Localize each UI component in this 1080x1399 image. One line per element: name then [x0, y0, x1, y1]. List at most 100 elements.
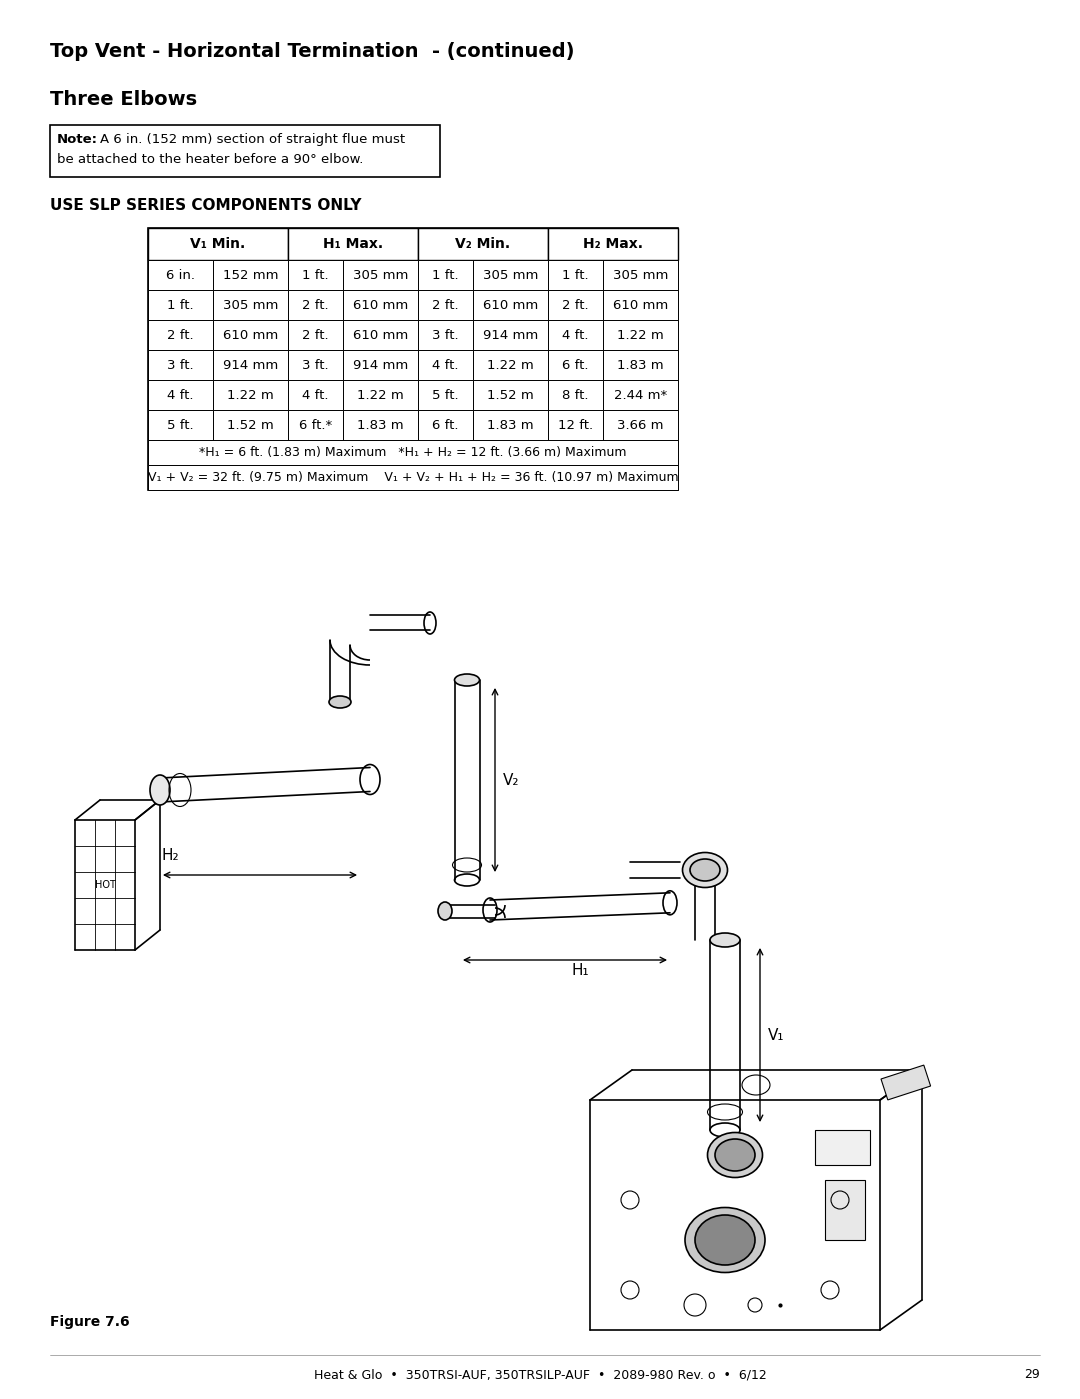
- Text: 1 ft.: 1 ft.: [563, 269, 589, 281]
- Text: 914 mm: 914 mm: [353, 358, 408, 372]
- Text: 5 ft.: 5 ft.: [432, 389, 459, 402]
- Text: A 6 in. (152 mm) section of straight flue must: A 6 in. (152 mm) section of straight flu…: [100, 133, 405, 145]
- Text: 1.22 m: 1.22 m: [487, 358, 534, 372]
- Text: 1 ft.: 1 ft.: [432, 269, 459, 281]
- Ellipse shape: [150, 775, 170, 804]
- Ellipse shape: [707, 1133, 762, 1178]
- Bar: [343, 410, 418, 441]
- Text: V₁ Min.: V₁ Min.: [190, 236, 245, 250]
- Text: 3 ft.: 3 ft.: [432, 329, 459, 341]
- Text: 914 mm: 914 mm: [222, 358, 279, 372]
- Text: 6 ft.*: 6 ft.*: [299, 418, 333, 431]
- Ellipse shape: [696, 1214, 755, 1265]
- Text: 12 ft.: 12 ft.: [558, 418, 593, 431]
- Text: H₁: H₁: [571, 963, 589, 978]
- Bar: [288, 320, 343, 350]
- Text: 305 mm: 305 mm: [222, 298, 279, 312]
- Text: Heat & Glo  •  350TRSI-AUF, 350TRSILP-AUF  •  2089-980 Rev. o  •  6/12: Heat & Glo • 350TRSI-AUF, 350TRSILP-AUF …: [313, 1368, 767, 1381]
- Bar: [343, 320, 418, 350]
- Text: 1.22 m: 1.22 m: [227, 389, 274, 402]
- Text: 305 mm: 305 mm: [353, 269, 408, 281]
- Bar: [148, 228, 678, 490]
- Text: be attached to the heater before a 90° elbow.: be attached to the heater before a 90° e…: [57, 152, 363, 166]
- Bar: [213, 410, 288, 441]
- Text: 3 ft.: 3 ft.: [302, 358, 328, 372]
- Bar: [473, 350, 548, 381]
- Bar: [343, 350, 418, 381]
- Text: 29: 29: [1024, 1368, 1040, 1381]
- Ellipse shape: [438, 902, 453, 921]
- Text: 4 ft.: 4 ft.: [302, 389, 328, 402]
- Bar: [288, 410, 343, 441]
- Text: 2 ft.: 2 ft.: [302, 329, 328, 341]
- Text: USE SLP SERIES COMPONENTS ONLY: USE SLP SERIES COMPONENTS ONLY: [50, 199, 362, 213]
- Bar: [881, 1065, 931, 1100]
- Bar: [148, 260, 213, 290]
- Text: 1 ft.: 1 ft.: [167, 298, 193, 312]
- Text: 5 ft.: 5 ft.: [167, 418, 193, 431]
- Bar: [418, 410, 473, 441]
- Text: 6 in.: 6 in.: [166, 269, 195, 281]
- FancyBboxPatch shape: [50, 125, 440, 178]
- Ellipse shape: [685, 1207, 765, 1273]
- Bar: [288, 228, 418, 260]
- Bar: [148, 381, 213, 410]
- Bar: [288, 350, 343, 381]
- Text: 6 ft.: 6 ft.: [432, 418, 459, 431]
- Bar: [148, 228, 288, 260]
- Text: 4 ft.: 4 ft.: [432, 358, 459, 372]
- Bar: [213, 350, 288, 381]
- Text: 2 ft.: 2 ft.: [563, 298, 589, 312]
- Bar: [148, 350, 213, 381]
- Text: HOT: HOT: [95, 880, 116, 890]
- Ellipse shape: [710, 933, 740, 947]
- Bar: [288, 290, 343, 320]
- Bar: [548, 228, 678, 260]
- Bar: [473, 290, 548, 320]
- Text: 1.22 m: 1.22 m: [357, 389, 404, 402]
- Bar: [418, 350, 473, 381]
- Bar: [473, 320, 548, 350]
- Text: 1.83 m: 1.83 m: [487, 418, 534, 431]
- Bar: [548, 290, 603, 320]
- Bar: [418, 381, 473, 410]
- Bar: [213, 381, 288, 410]
- Bar: [603, 350, 678, 381]
- Text: 610 mm: 610 mm: [353, 329, 408, 341]
- Bar: [548, 350, 603, 381]
- Bar: [343, 290, 418, 320]
- Text: 2 ft.: 2 ft.: [167, 329, 193, 341]
- Bar: [418, 228, 548, 260]
- Text: 305 mm: 305 mm: [483, 269, 538, 281]
- Ellipse shape: [455, 674, 480, 686]
- Text: 3.66 m: 3.66 m: [618, 418, 664, 431]
- Text: Note:: Note:: [57, 133, 98, 145]
- Text: Three Elbows: Three Elbows: [50, 90, 198, 109]
- Bar: [418, 290, 473, 320]
- Bar: [825, 1179, 865, 1240]
- Bar: [148, 320, 213, 350]
- Ellipse shape: [690, 859, 720, 881]
- Text: 2 ft.: 2 ft.: [302, 298, 328, 312]
- Text: *H₁ = 6 ft. (1.83 m) Maximum   *H₁ + H₂ = 12 ft. (3.66 m) Maximum: *H₁ = 6 ft. (1.83 m) Maximum *H₁ + H₂ = …: [199, 445, 626, 459]
- Bar: [148, 441, 678, 464]
- Text: 3 ft.: 3 ft.: [167, 358, 193, 372]
- Text: V₂ Min.: V₂ Min.: [456, 236, 511, 250]
- Bar: [548, 381, 603, 410]
- Bar: [473, 260, 548, 290]
- Bar: [148, 464, 678, 490]
- Bar: [603, 381, 678, 410]
- Text: 610 mm: 610 mm: [222, 329, 279, 341]
- Text: 1.52 m: 1.52 m: [487, 389, 534, 402]
- Text: 914 mm: 914 mm: [483, 329, 538, 341]
- Text: 610 mm: 610 mm: [353, 298, 408, 312]
- Bar: [213, 320, 288, 350]
- Text: V₁ + V₂ = 32 ft. (9.75 m) Maximum    V₁ + V₂ + H₁ + H₂ = 36 ft. (10.97 m) Maximu: V₁ + V₂ = 32 ft. (9.75 m) Maximum V₁ + V…: [148, 470, 678, 484]
- Bar: [148, 290, 213, 320]
- Ellipse shape: [715, 1139, 755, 1171]
- Bar: [603, 410, 678, 441]
- Text: 1 ft.: 1 ft.: [302, 269, 328, 281]
- Text: 4 ft.: 4 ft.: [167, 389, 193, 402]
- Bar: [603, 260, 678, 290]
- Text: 610 mm: 610 mm: [483, 298, 538, 312]
